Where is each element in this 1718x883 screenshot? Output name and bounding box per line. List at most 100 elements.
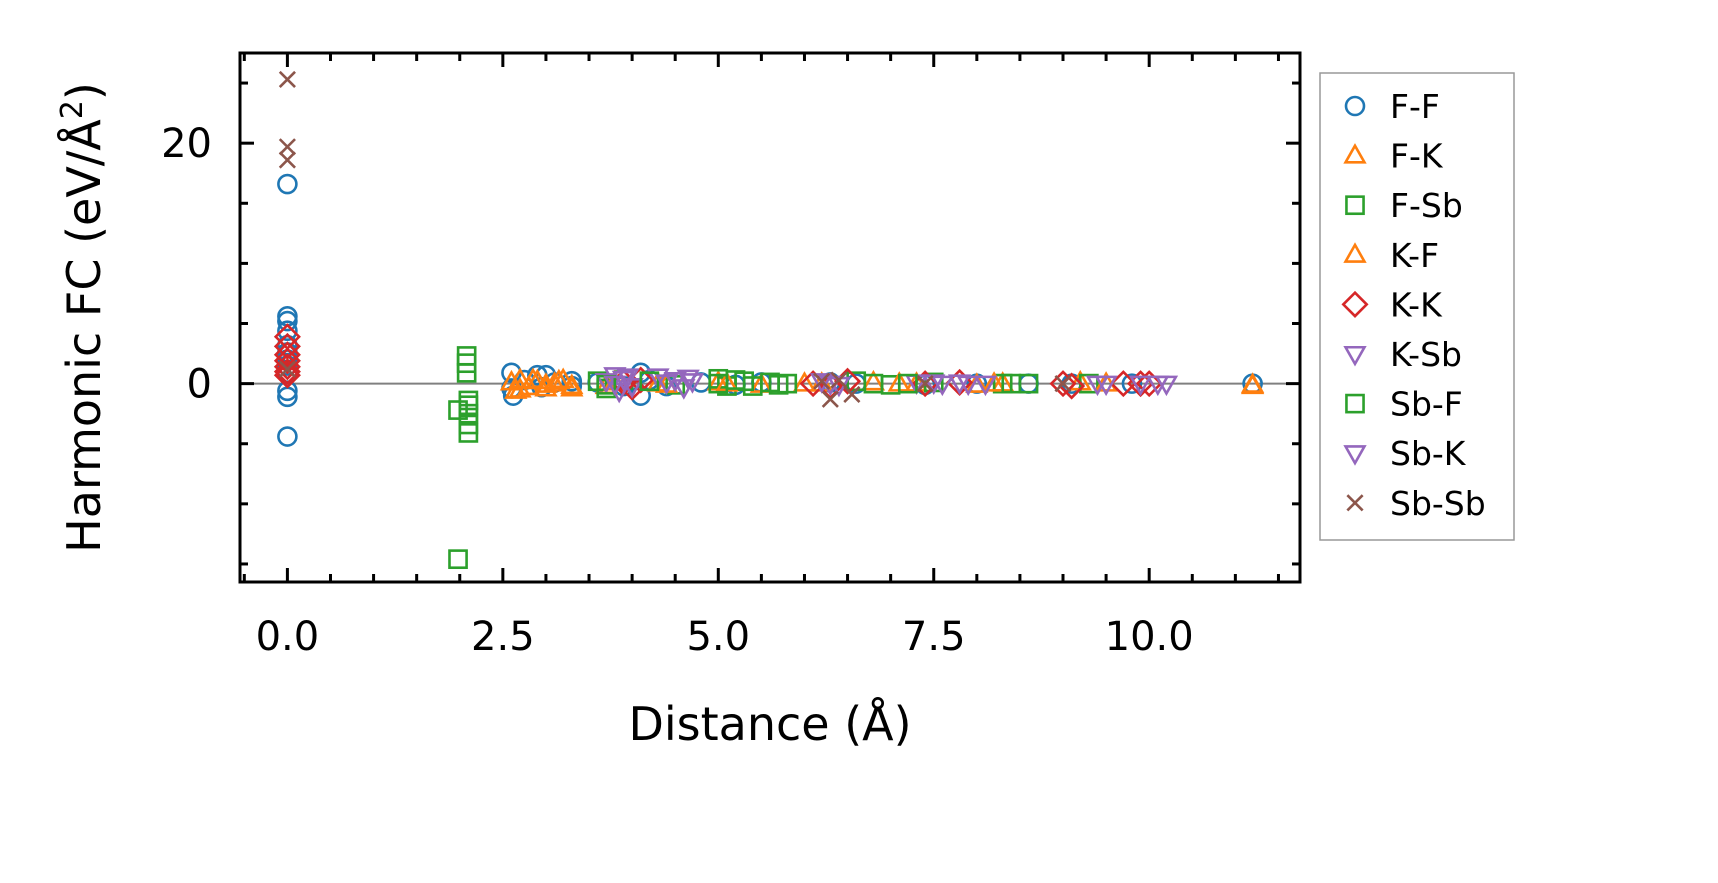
data-point [616,368,640,389]
legend-label: F-Sb [1390,186,1463,225]
data-point [456,362,477,383]
data-point [547,368,571,390]
data-point [448,549,468,570]
data-point [792,371,817,392]
data-point [956,375,980,397]
data-point [458,423,479,443]
legend-item-sb-sb: Sb-Sb [1346,484,1486,523]
data-point [277,310,298,332]
y-tick-label: 0 [187,362,212,408]
legend-label: K-F [1390,236,1439,275]
data-point [821,390,839,408]
data-point [863,373,884,394]
data-point [1085,375,1110,397]
data-point [973,375,998,397]
data-point [273,361,301,389]
legend-label: F-K [1390,137,1444,176]
legend-item-k-k: K-K [1341,285,1443,324]
legend-label: Sb-Sb [1390,484,1486,523]
data-point [278,151,296,169]
data-point [273,358,301,386]
y-axis-label-superscript: 2 [55,100,90,119]
data-point [456,346,477,366]
data-point [1054,375,1072,393]
legend-item-k-f: K-F [1343,236,1439,275]
data-point [458,395,479,416]
data-point [278,138,296,156]
data-point [273,347,301,375]
legend-item-f-sb: F-Sb [1345,186,1463,225]
legend-item-f-k: F-K [1343,137,1444,176]
x-tick-label: 10.0 [1105,614,1194,660]
data-point [898,373,918,394]
data-point [1001,373,1022,394]
x-tick-label: 5.0 [686,614,750,660]
data-point [1146,375,1170,397]
data-point [639,371,660,392]
data-point [654,374,679,395]
data-point [1121,373,1143,394]
data-point [1135,370,1163,398]
data-point [1094,371,1118,392]
y-axis-label-end: ) [57,82,111,100]
legend-item-f-f: F-F [1344,87,1440,126]
data-point [278,360,296,378]
data-point [277,173,298,195]
legend-marker [1345,195,1365,216]
data-point [768,374,789,395]
data-point [810,373,834,394]
legend-label: K-Sb [1390,335,1462,374]
data-point [1049,370,1077,398]
series-sb-f [456,362,1022,416]
y-tick-label: 20 [161,121,212,167]
data-point [1240,372,1265,393]
legend-marker [1344,95,1366,117]
x-tick-label: 2.5 [471,614,535,660]
series-sb-sb [278,70,1072,408]
legend-marker [1343,445,1367,466]
data-point [273,332,301,360]
data-point [561,370,583,392]
data-point [676,369,700,391]
legend-marker [1346,494,1364,512]
legend-item-sb-k: Sb-K [1343,434,1467,473]
data-point [725,370,746,390]
x-tick-label: 7.5 [902,614,966,660]
tick-labels: 0.0 2.5 5.0 7.5 10.0 0 20 [161,121,1194,660]
data-point [560,375,584,397]
series-f-f [277,173,1263,447]
legend-label: F-F [1390,87,1440,126]
data-point [273,341,301,369]
data-point [603,375,627,397]
data-point [813,372,831,390]
data-point [861,369,886,391]
legend-label: Sb-F [1390,385,1463,424]
data-point [843,385,861,404]
legend-item-sb-f: Sb-F [1345,385,1463,424]
data-point [982,371,1006,392]
legend-marker [1345,393,1365,414]
legend: F-F F-K F-Sb K-F K-K K-Sb Sb-F Sb-K Sb-Sb [1319,72,1515,541]
x-tick-label: 0.0 [256,614,320,660]
data-point [1128,375,1153,397]
data-point [646,368,670,389]
axis-ticks [240,53,1300,582]
legend-item-k-sb: K-Sb [1343,335,1462,374]
data-point [916,375,934,393]
legend-label: Sb-K [1390,434,1467,473]
data-point [277,320,298,342]
data-point [680,373,705,394]
legend-marker [1343,242,1367,263]
data-point [521,367,545,389]
data-point [922,374,946,395]
data-point [508,367,532,389]
plot-frame [238,51,1302,584]
data-point [278,70,296,89]
legend-marker [1343,143,1367,164]
legend-label: K-K [1390,285,1443,324]
data-point [277,426,298,447]
data-points [273,70,1265,570]
legend-marker [1343,345,1367,367]
data-point [830,371,848,389]
